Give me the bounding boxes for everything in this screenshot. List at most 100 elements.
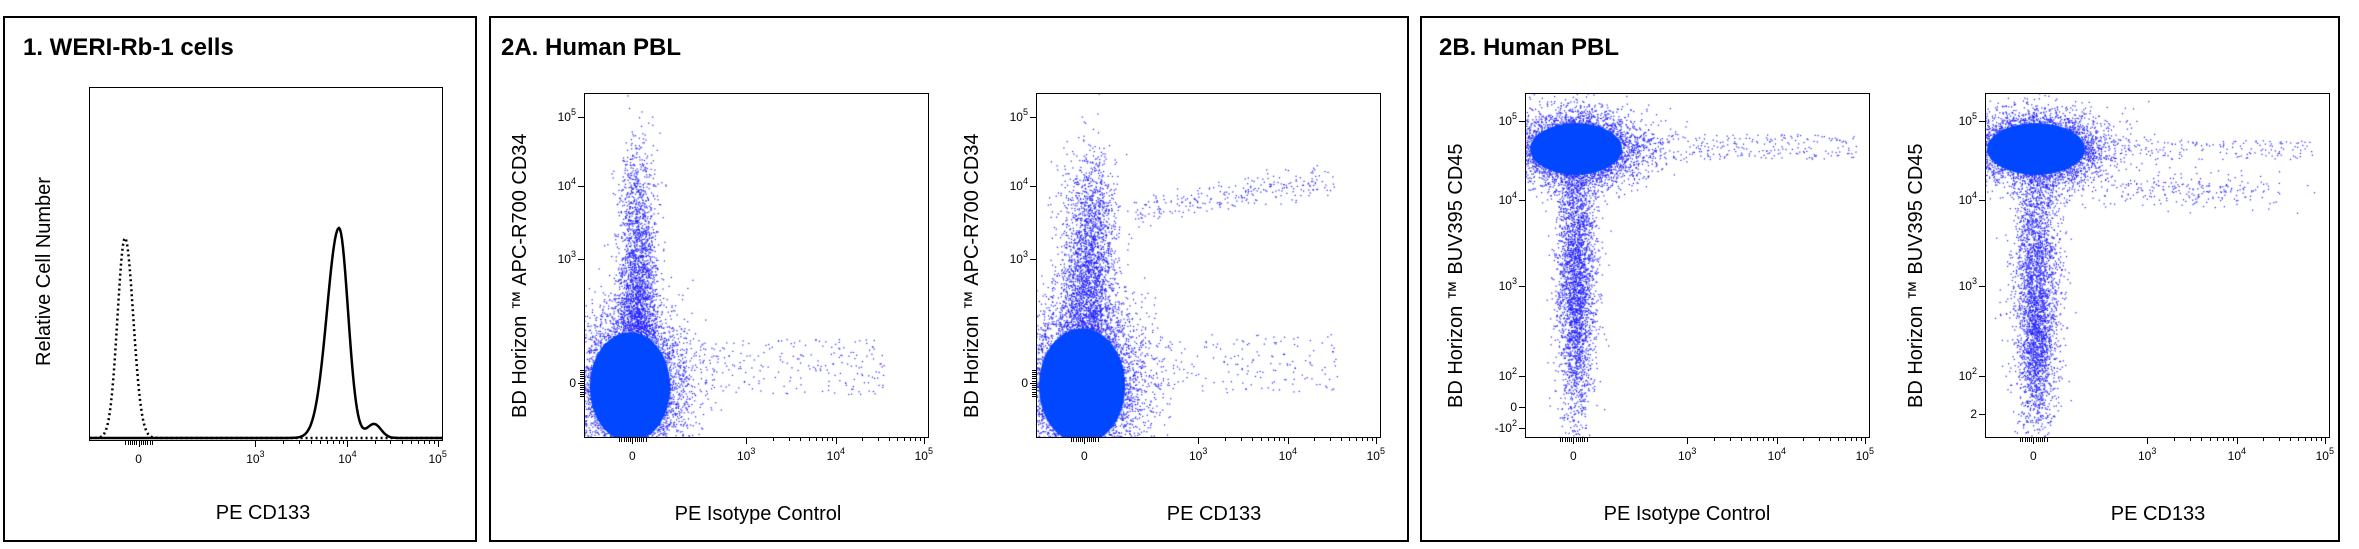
axis-tick-mark (127, 441, 129, 445)
axis-tick-mark (1030, 117, 1036, 119)
axis-tick-mark (2216, 438, 2218, 441)
tick-base: 10 (2137, 449, 2152, 463)
dot-plot-canvas (585, 94, 928, 437)
tick-exponent: 4 (1292, 446, 1298, 456)
axis-tick-mark (1079, 438, 1081, 442)
axis-tick-mark (919, 438, 921, 441)
tick-exponent: 4 (1511, 189, 1517, 200)
axis-tick-mark (255, 441, 257, 447)
axis-tick-mark (417, 441, 419, 444)
tick-base: 10 (1009, 110, 1023, 125)
tick-exponent: 3 (1511, 276, 1517, 287)
axis-tick-mark (131, 441, 133, 445)
axis-tick-mark (1356, 438, 1358, 441)
axis-tick-mark (2278, 438, 2280, 441)
axis-tick-label: -102 (1495, 418, 1517, 434)
axis-tick-mark (643, 438, 645, 442)
axis-tick-mark (1032, 396, 1036, 397)
axis-tick-label: 103 (1959, 277, 1977, 293)
axis-tick-mark (632, 438, 634, 442)
axis-tick-mark (2031, 438, 2033, 442)
axis-tick-mark (136, 441, 138, 445)
axis-tick-label: 0 (1510, 401, 1517, 413)
tick-exponent: 5 (2328, 446, 2334, 456)
tick-base: 10 (557, 110, 571, 125)
axis-tick-label: 105 (1498, 111, 1517, 128)
axis-tick-mark (151, 441, 153, 445)
axis-tick-mark (2028, 438, 2030, 442)
tick-base: 10 (1366, 449, 1380, 463)
scatter-y-label: BD Horizon ™ BUV395 CD45 (1445, 143, 1467, 408)
axis-tick-mark (1314, 438, 1316, 441)
axis-tick-mark (147, 441, 149, 445)
axis-tick-mark (625, 438, 627, 442)
histogram-svg (90, 226, 442, 440)
axis-tick-mark (580, 385, 584, 386)
axis-tick-mark (897, 438, 899, 441)
axis-tick-mark (1240, 438, 1242, 441)
axis-tick-mark (299, 441, 301, 444)
axis-tick-mark (1349, 438, 1351, 441)
axis-tick-mark (2024, 438, 2026, 442)
axis-tick-mark (1560, 438, 1562, 442)
axis-tick-mark (1097, 438, 1099, 442)
isotype-histogram-curve (90, 235, 442, 440)
axis-tick-mark (1519, 199, 1525, 201)
axis-tick-mark (129, 441, 131, 445)
tick-exponent: 4 (570, 176, 576, 187)
axis-tick-mark (1340, 438, 1342, 441)
tick-base: 10 (1498, 192, 1512, 207)
axis-tick-mark (1375, 438, 1377, 444)
axis-tick-mark (1803, 438, 1805, 441)
axis-tick-mark (1729, 438, 1731, 441)
panel-title: 1. WERI-Rb-1 cells (23, 34, 234, 61)
axis-tick-mark (338, 441, 340, 444)
tick-exponent: 4 (840, 446, 846, 456)
axis-tick-mark (821, 438, 823, 441)
axis-tick-label: 0 (1021, 377, 1028, 389)
axis-tick-mark (910, 438, 912, 441)
axis-tick-mark (788, 438, 790, 441)
tick-exponent: 5 (927, 446, 933, 456)
axis-tick-mark (1979, 199, 1985, 201)
axis-tick-mark (2174, 438, 2176, 441)
axis-tick-mark (1032, 387, 1036, 389)
axis-tick-mark (142, 441, 144, 445)
axis-tick-mark (1562, 438, 1564, 442)
axis-tick-mark (1030, 186, 1036, 188)
tick-exponent: 2 (1511, 365, 1517, 376)
axis-tick-label: 104 (1279, 447, 1297, 463)
axis-tick-mark (2222, 438, 2224, 441)
tick-base: 10 (1767, 449, 1782, 463)
axis-tick-mark (1579, 438, 1581, 442)
axis-tick-mark (1032, 385, 1036, 386)
axis-tick-mark (831, 438, 833, 441)
axis-tick-label: 103 (1189, 447, 1207, 463)
axis-tick-mark (125, 441, 127, 445)
axis-tick-label: 0 (135, 453, 142, 465)
axis-tick-mark (2042, 438, 2044, 442)
tick-base: 10 (826, 449, 841, 463)
axis-tick-mark (2037, 438, 2039, 442)
tick-base: 10 (428, 452, 442, 466)
scatter-plot-2a-cd133 (1036, 93, 1381, 438)
axis-tick-mark (827, 438, 829, 441)
axis-tick-mark (433, 441, 435, 444)
axis-tick-mark (2035, 438, 2037, 442)
axis-tick-mark (138, 441, 140, 445)
axis-tick-mark (1979, 286, 1985, 288)
tick-base: 0 (1080, 449, 1088, 463)
axis-tick-mark (2298, 438, 2300, 441)
tick-base: 10 (1498, 113, 1512, 128)
axis-tick-mark (283, 441, 285, 444)
scatter-x-label: PE CD133 (2110, 503, 2206, 525)
tick-exponent: 5 (441, 449, 447, 459)
axis-tick-mark (888, 438, 890, 441)
tick-exponent: 4 (351, 449, 357, 459)
scatter-y-label: BD Horizon ™ APC-R700 CD34 (961, 133, 983, 418)
tick-base: 0 (2029, 449, 2037, 463)
axis-tick-mark (1362, 438, 1364, 441)
tick-base: 10 (1009, 251, 1023, 266)
histogram-y-label: Relative Cell Number (33, 177, 55, 366)
scatter-x-label: PE CD133 (1166, 503, 1262, 525)
